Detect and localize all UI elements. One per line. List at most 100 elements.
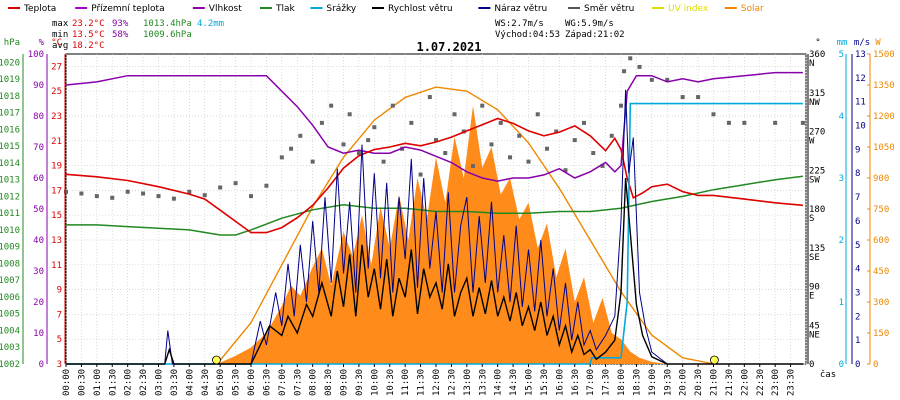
wind-direction-point [609, 133, 614, 138]
solar-axis-unit: W [875, 38, 881, 48]
wind-direction-point [696, 95, 701, 100]
legend-label-9: Solar [741, 4, 764, 14]
solar-axis-tick: 900 [873, 174, 889, 184]
direction-axis-tick: 225 [809, 166, 825, 176]
wind-direction-point [508, 155, 512, 160]
time-tick: 18:00 [617, 369, 627, 396]
wind-direction-point [591, 151, 596, 156]
time-tick: 20:00 [679, 369, 689, 396]
time-tick: 12:30 [447, 369, 457, 396]
time-tick: 14:30 [509, 369, 519, 396]
legend-label-4: Srážky [326, 4, 357, 14]
stats-block: max 23.2°C 93% 1013.4hPa 4.2mm min 13.5°… [52, 19, 625, 51]
wind-direction-point [800, 120, 805, 125]
axes: hPa1020101910181017101610151014101310121… [0, 38, 895, 396]
pressure-axis-tick: 1009 [0, 243, 20, 253]
stat-avg-label: avg [52, 41, 68, 51]
solar-axis-tick: 750 [873, 205, 889, 215]
time-tick: 17:30 [602, 369, 612, 396]
wind-direction-point [289, 146, 294, 151]
temperature-axis-tick: 21 [51, 137, 62, 147]
time-tick: 21:00 [710, 369, 720, 396]
wind-direction-point [773, 120, 778, 125]
rain-axis-unit: mm [837, 38, 848, 48]
humidity-axis-unit: % [39, 38, 45, 48]
pressure-axis-tick: 1018 [0, 92, 20, 102]
direction-axis-compass: N [809, 59, 814, 69]
temperature-axis-tick: 13 [51, 236, 62, 246]
time-tick: 16:30 [571, 369, 581, 396]
wind-direction-point [141, 191, 146, 196]
stat-min-temp: 13.5°C [72, 30, 105, 40]
wind-axis-tick: 10 [855, 122, 866, 132]
wind-axis-tick: 3 [855, 288, 860, 298]
wind-axis-tick: 11 [855, 98, 866, 108]
stat-ws: WS:2.7m/s [495, 19, 544, 29]
temperature-axis-tick: 19 [51, 162, 62, 172]
solar-axis-tick: 1200 [873, 112, 895, 122]
wind-direction-point [310, 159, 315, 164]
wind-axis-tick: 5 [855, 241, 860, 251]
rain-axis-tick: 2 [839, 236, 844, 246]
wind-direction-point [264, 183, 269, 188]
solar-axis-tick: 300 [873, 298, 889, 308]
humidity-line [65, 71, 803, 182]
rain-axis-tick: 1 [839, 298, 844, 308]
pressure-axis-tick: 1016 [0, 125, 20, 135]
pressure-axis-tick: 1005 [0, 310, 20, 320]
rain-axis-tick: 3 [839, 174, 844, 184]
pressure-axis-tick: 1003 [0, 343, 20, 353]
pressure-axis-tick: 1013 [0, 176, 20, 186]
time-tick: 07:00 [278, 369, 288, 396]
chart-title: 1.07.2021 [416, 40, 481, 54]
stat-max-press: 1013.4hPa [143, 19, 192, 29]
time-tick: 08:00 [309, 369, 319, 396]
direction-axis-compass: NE [809, 330, 820, 340]
pressure-axis-tick: 1012 [0, 192, 20, 202]
wind-direction-point [418, 172, 423, 177]
stat-sunset: Západ:21:02 [565, 30, 625, 40]
time-tick: 19:30 [663, 369, 673, 396]
direction-axis-tick: 45 [809, 321, 820, 331]
wind-axis-tick: 2 [855, 312, 860, 322]
wind-direction-point [471, 163, 475, 168]
wind-direction-point [600, 163, 605, 168]
direction-axis-tick: 90 [809, 283, 820, 293]
temperature-axis-tick: 15 [51, 211, 62, 221]
wind-direction-point [545, 146, 549, 151]
humidity-axis-tick: 0 [39, 360, 44, 370]
temperature-axis-tick: 25 [51, 87, 62, 97]
sun-marker [710, 355, 719, 365]
time-tick: 00:00 [62, 369, 72, 396]
wind-direction-point [202, 193, 207, 198]
direction-axis-tick: 135 [809, 244, 825, 254]
wind-direction-point [298, 133, 303, 138]
time-tick: 02:30 [139, 369, 149, 396]
wind-direction-point [498, 120, 503, 125]
time-tick: 21:30 [725, 369, 735, 396]
humidity-axis-tick: 40 [33, 236, 44, 246]
solar-axis-tick: 1350 [873, 81, 895, 91]
legend-label-7: Směr větru [584, 4, 634, 14]
stat-min-press: 1009.6hPa [143, 30, 192, 40]
time-tick: 06:30 [262, 369, 272, 396]
wind-direction-point [171, 196, 176, 201]
wind-axis-unit: m/s [854, 38, 870, 48]
time-tick: 05:30 [232, 369, 242, 396]
solar-axis-tick: 450 [873, 267, 889, 277]
temperature-axis-tick: 17 [51, 186, 62, 196]
time-tick: 15:00 [525, 369, 535, 396]
wind-direction-point [94, 194, 99, 199]
wind-direction-point [218, 185, 223, 190]
temperature-axis-tick: 9 [57, 286, 62, 296]
time-tick: 01:30 [108, 369, 118, 396]
pressure-axis-tick: 1006 [0, 293, 20, 303]
wind-direction-point [665, 77, 670, 82]
rain-axis-tick: 5 [839, 50, 844, 60]
pressure-axis-unit: hPa [4, 38, 20, 48]
legend-label-3: Tlak [275, 4, 296, 14]
wind-direction-point [381, 159, 386, 164]
solar-area [66, 105, 803, 364]
wind-direction-point [249, 194, 253, 199]
wind-direction-point [366, 138, 371, 143]
